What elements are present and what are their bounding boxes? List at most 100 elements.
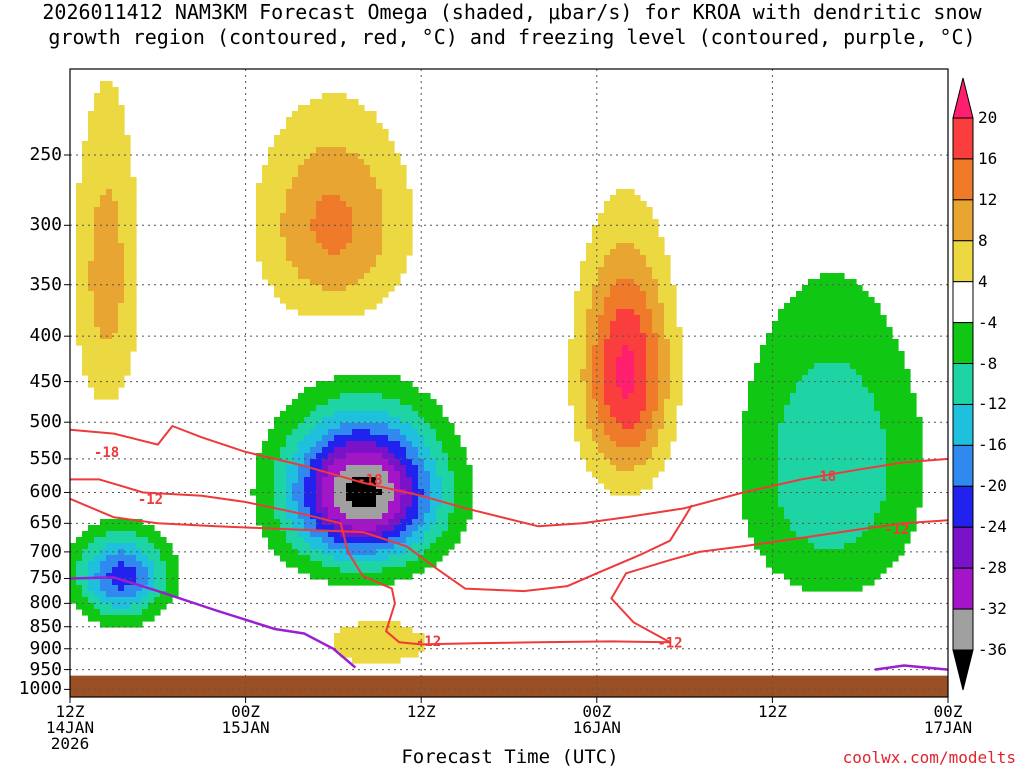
omega-cell (634, 429, 641, 436)
omega-cell (106, 339, 113, 346)
omega-cell (352, 459, 359, 466)
omega-cell (898, 447, 905, 454)
omega-cell (748, 453, 755, 460)
omega-cell (106, 291, 113, 298)
omega-cell (802, 345, 809, 352)
omega-cell (100, 237, 107, 244)
omega-cell (382, 255, 389, 262)
omega-cell (778, 309, 785, 316)
omega-cell (598, 213, 605, 220)
dgz-contour-line (70, 425, 948, 528)
omega-cell (268, 153, 275, 160)
omega-cell (124, 273, 131, 280)
omega-cell (766, 495, 773, 502)
omega-cell (376, 129, 383, 136)
omega-cell (100, 543, 107, 550)
omega-cell (370, 573, 377, 580)
omega-cell (826, 291, 833, 298)
omega-cell (406, 249, 413, 256)
omega-cell (118, 543, 125, 550)
omega-cell (142, 567, 149, 574)
omega-cell (412, 495, 419, 502)
omega-cell (322, 117, 329, 124)
omega-cell (340, 561, 347, 568)
omega-cell (310, 459, 317, 466)
omega-cell (754, 543, 761, 550)
omega-cell (352, 543, 359, 550)
omega-cell (94, 567, 101, 574)
omega-cell (796, 429, 803, 436)
omega-cell (604, 279, 611, 286)
omega-cell (262, 165, 269, 172)
omega-cell (298, 393, 305, 400)
omega-cell (466, 495, 473, 502)
omega-cell (340, 141, 347, 148)
omega-cell (382, 495, 389, 502)
omega-cell (352, 639, 359, 646)
omega-cell (82, 561, 89, 568)
omega-cell (772, 399, 779, 406)
omega-cell (574, 399, 581, 406)
omega-cell (892, 351, 899, 358)
omega-cell (838, 459, 845, 466)
omega-cell (328, 279, 335, 286)
omega-cell (910, 453, 917, 460)
omega-cell (820, 447, 827, 454)
omega-cell (634, 489, 641, 496)
omega-cell (412, 489, 419, 496)
omega-cell (328, 495, 335, 502)
omega-cell (352, 303, 359, 310)
omega-cell (328, 405, 335, 412)
credit-link[interactable]: coolwx.com/modelts (842, 748, 1016, 767)
omega-cell (844, 405, 851, 412)
omega-cell (82, 579, 89, 586)
omega-cell (400, 411, 407, 418)
omega-cell (322, 513, 329, 520)
omega-cell (604, 483, 611, 490)
omega-cell (820, 291, 827, 298)
omega-cell (394, 633, 401, 640)
omega-cell (286, 297, 293, 304)
omega-cell (118, 195, 125, 202)
omega-cell (406, 447, 413, 454)
omega-cell (130, 333, 137, 340)
omega-cell (592, 231, 599, 238)
omega-cell (88, 165, 95, 172)
omega-cell (430, 405, 437, 412)
omega-cell (784, 483, 791, 490)
omega-cell (370, 111, 377, 118)
omega-cell (424, 435, 431, 442)
omega-cell (640, 279, 647, 286)
omega-cell (622, 387, 629, 394)
omega-cell (286, 189, 293, 196)
omega-cell (646, 435, 653, 442)
omega-cell (106, 243, 113, 250)
omega-cell (424, 501, 431, 508)
omega-cell (94, 111, 101, 118)
omega-cell (328, 147, 335, 154)
omega-cell (862, 333, 869, 340)
omega-cell (298, 189, 305, 196)
omega-cell (136, 603, 143, 610)
omega-cell (88, 549, 95, 556)
omega-cell (640, 231, 647, 238)
omega-cell (874, 543, 881, 550)
omega-cell (358, 537, 365, 544)
omega-cell (154, 537, 161, 544)
omega-cell (574, 435, 581, 442)
omega-cell (346, 537, 353, 544)
colorbar-swatch (952, 240, 974, 283)
omega-cell (382, 447, 389, 454)
omega-cell (790, 417, 797, 424)
omega-cell (418, 471, 425, 478)
omega-cell (874, 345, 881, 352)
omega-cell (328, 261, 335, 268)
omega-cell (826, 351, 833, 358)
omega-cell (892, 387, 899, 394)
omega-cell (106, 591, 113, 598)
omega-cell (118, 339, 125, 346)
omega-cell (334, 411, 341, 418)
omega-cell (292, 501, 299, 508)
omega-cell (100, 573, 107, 580)
omega-cell (604, 423, 611, 430)
